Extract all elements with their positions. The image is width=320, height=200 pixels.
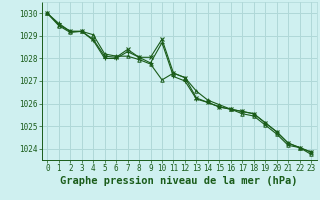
X-axis label: Graphe pression niveau de la mer (hPa): Graphe pression niveau de la mer (hPa) bbox=[60, 176, 298, 186]
